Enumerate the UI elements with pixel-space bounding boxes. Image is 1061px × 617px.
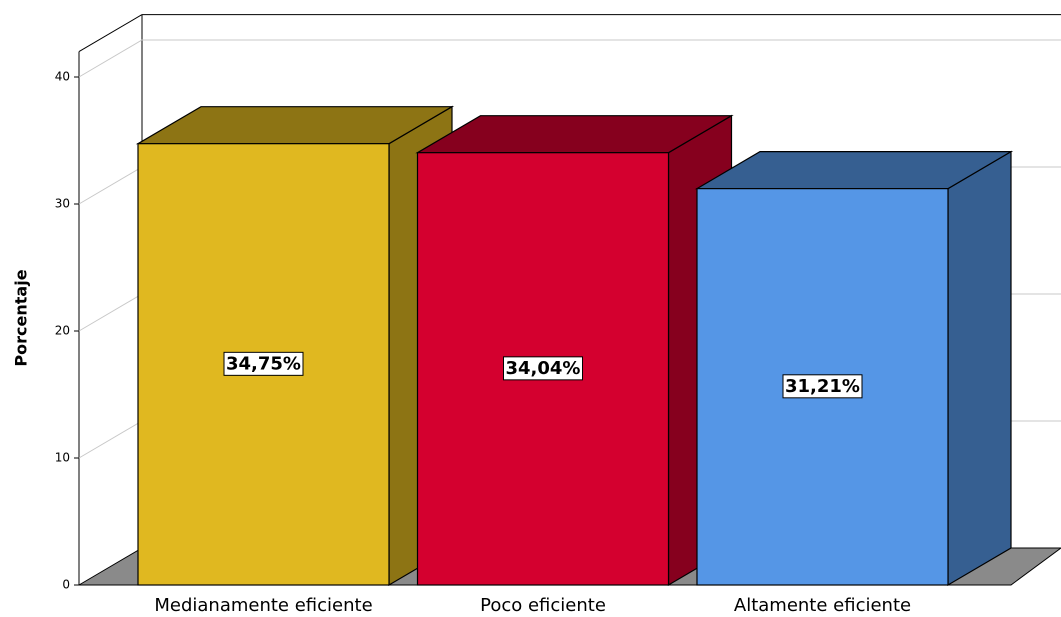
x-tick-label: Poco eficiente <box>480 595 606 616</box>
y-tick-label: 0 <box>62 578 70 592</box>
value-label-box <box>503 356 583 381</box>
y-tick-label: 40 <box>55 70 70 84</box>
value-label-box <box>782 374 863 399</box>
x-tick-label: Medianamente eficiente <box>154 595 372 616</box>
y-tick-label: 30 <box>55 197 70 211</box>
x-tick-label: Altamente eficiente <box>734 595 911 616</box>
y-tick-label: 20 <box>55 324 70 338</box>
grid-line <box>78 39 1061 78</box>
y-tick-label: 10 <box>55 451 70 465</box>
value-label-box <box>223 351 304 376</box>
side-wall-top <box>78 14 143 53</box>
bar-side <box>947 150 1012 587</box>
value-label: 31,21% <box>785 376 860 397</box>
y-axis-title: Porcentaje <box>12 269 31 366</box>
value-label: 34,04% <box>506 358 581 379</box>
value-label: 34,75% <box>226 353 301 374</box>
